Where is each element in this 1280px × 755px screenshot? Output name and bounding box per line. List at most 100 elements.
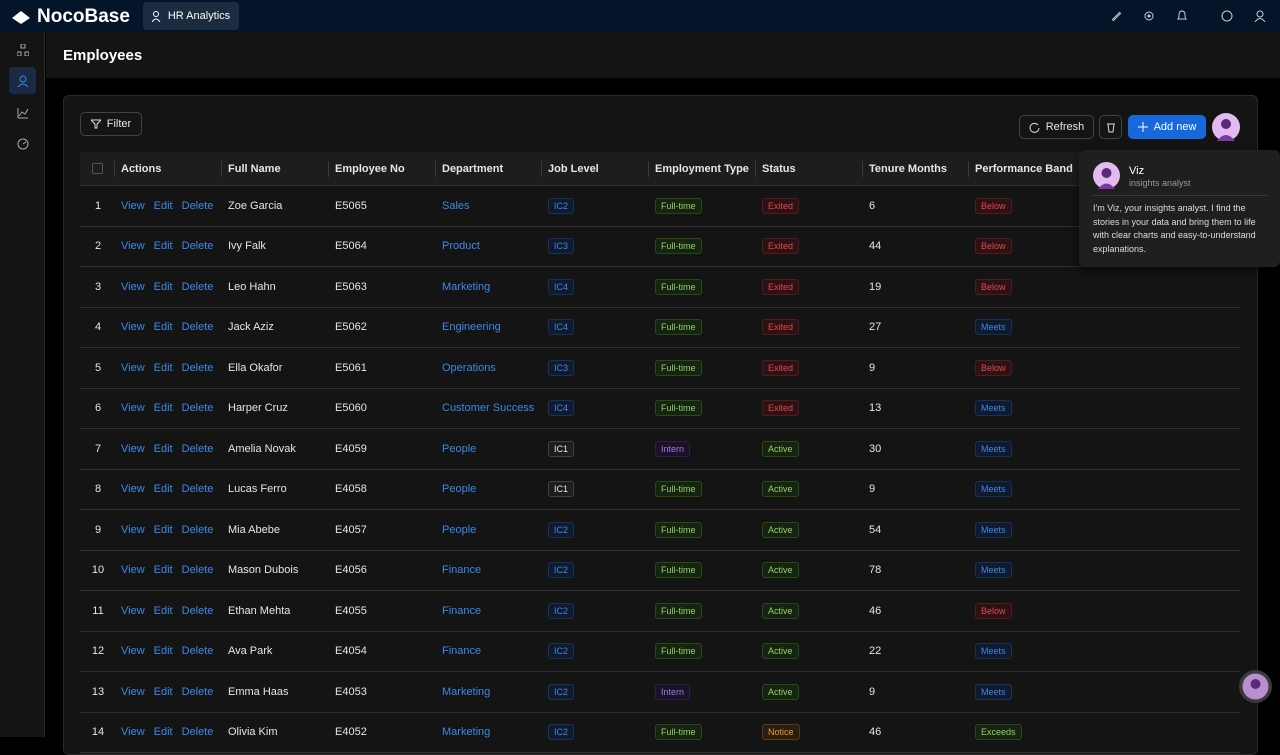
refresh-button[interactable]: Refresh [1019, 115, 1094, 139]
table-row: 14 View Edit Delete Olivia Kim E4052 Marketing… [80, 713, 1240, 753]
performance-band-tag: Meets [975, 521, 1012, 538]
employee-no: E4057 [335, 523, 367, 536]
tag-cell: Exited [762, 389, 800, 429]
department[interactable]: People [442, 442, 477, 455]
department[interactable]: People [442, 523, 477, 536]
action-link[interactable]: View [121, 483, 145, 496]
brand: NocoBase [10, 6, 130, 28]
department[interactable]: Finance [442, 564, 482, 577]
action-link[interactable]: Edit [153, 240, 173, 253]
action-link[interactable]: Edit [153, 483, 173, 496]
tag-cell: IC2 [548, 551, 575, 591]
action-link[interactable]: Delete [181, 523, 214, 536]
action-link[interactable]: View [121, 402, 145, 415]
action-link[interactable]: View [121, 361, 145, 374]
action-link[interactable]: Delete [181, 645, 214, 658]
row-actions: View Edit Delete [121, 267, 222, 307]
department[interactable]: Finance [442, 604, 482, 617]
user-icon[interactable] [1254, 10, 1266, 22]
action-link[interactable]: Delete [181, 321, 214, 334]
select-all-checkbox[interactable] [92, 152, 103, 185]
filter-button[interactable]: Filter [80, 112, 142, 136]
action-link[interactable]: Delete [181, 442, 214, 455]
tag-cell: Below [975, 227, 1012, 267]
row-actions: View Edit Delete [121, 186, 222, 226]
design-icon[interactable] [1110, 10, 1122, 22]
action-link[interactable]: View [121, 726, 145, 739]
performance-band-tag: Meets [975, 319, 1012, 336]
help-icon[interactable] [1221, 10, 1233, 22]
department[interactable]: Marketing [442, 685, 491, 698]
department[interactable]: People [442, 483, 477, 496]
tag-cell: Full-time [655, 267, 702, 307]
department[interactable]: Marketing [442, 280, 491, 293]
row-actions: View Edit Delete [121, 389, 222, 429]
action-link[interactable]: View [121, 321, 145, 334]
action-link[interactable]: Edit [153, 361, 173, 374]
action-link[interactable]: Delete [181, 199, 214, 212]
department[interactable]: Marketing [442, 726, 491, 739]
action-link[interactable]: Delete [181, 361, 214, 374]
action-link[interactable]: View [121, 280, 145, 293]
action-link[interactable]: Delete [181, 685, 214, 698]
tenure-months: 9 [869, 483, 876, 496]
performance-band-tag: Below [975, 238, 1012, 255]
action-link[interactable]: Edit [153, 726, 173, 739]
column-separator [114, 161, 115, 177]
nav-item[interactable] [9, 130, 36, 157]
action-link[interactable]: Edit [153, 523, 173, 536]
assistant-name: Viz [1129, 165, 1145, 177]
action-link[interactable]: View [121, 685, 145, 698]
job-level-tag: IC1 [548, 440, 575, 457]
nav-item[interactable] [9, 99, 36, 126]
tag-cell: Full-time [655, 186, 702, 226]
add-new-button[interactable]: Add new [1128, 115, 1206, 139]
assistant-float-button[interactable] [1239, 670, 1272, 703]
employee-no: E5065 [335, 199, 367, 212]
action-link[interactable]: View [121, 199, 145, 212]
app-tab[interactable]: HR Analytics [143, 2, 239, 30]
delete-button[interactable] [1099, 115, 1122, 139]
tag-cell: IC4 [548, 389, 575, 429]
action-link[interactable]: Edit [153, 199, 173, 212]
assistant-avatar[interactable] [1212, 113, 1240, 141]
nav-item[interactable] [9, 36, 36, 63]
department[interactable]: Customer Success [442, 402, 535, 415]
row-number: 14 [91, 726, 105, 739]
action-link[interactable]: Edit [153, 321, 173, 334]
nav-item-active[interactable] [9, 67, 36, 94]
action-link[interactable]: Edit [153, 402, 173, 415]
action-link[interactable]: Delete [181, 402, 214, 415]
department[interactable]: Engineering [442, 321, 501, 334]
department[interactable]: Sales [442, 199, 470, 212]
column-header: Tenure Months [869, 162, 948, 175]
action-link[interactable]: View [121, 645, 145, 658]
column-header: Actions [121, 162, 162, 175]
action-link[interactable]: Edit [153, 685, 173, 698]
settings-icon[interactable] [1143, 10, 1155, 22]
action-link[interactable]: Edit [153, 645, 173, 658]
row-actions: View Edit Delete [121, 348, 222, 388]
action-link[interactable]: Delete [181, 280, 214, 293]
action-link[interactable]: View [121, 604, 145, 617]
action-link[interactable]: View [121, 442, 145, 455]
action-link[interactable]: Edit [153, 280, 173, 293]
table-row: 6 View Edit Delete Harper Cruz E5060 Customer … [80, 389, 1240, 429]
department[interactable]: Product [442, 240, 480, 253]
bell-icon[interactable] [1176, 10, 1188, 22]
action-link[interactable]: Delete [181, 726, 214, 739]
action-link[interactable]: View [121, 240, 145, 253]
department[interactable]: Finance [442, 645, 482, 658]
action-link[interactable]: Delete [181, 240, 214, 253]
department[interactable]: Operations [442, 361, 496, 374]
action-link[interactable]: Delete [181, 564, 214, 577]
action-link[interactable]: Edit [153, 604, 173, 617]
action-link[interactable]: Delete [181, 483, 214, 496]
action-link[interactable]: Delete [181, 604, 214, 617]
performance-band-tag: Meets [975, 481, 1012, 498]
action-link[interactable]: Edit [153, 442, 173, 455]
action-link[interactable]: View [121, 523, 145, 536]
action-link[interactable]: View [121, 564, 145, 577]
employment-type-tag: Full-time [655, 562, 702, 579]
action-link[interactable]: Edit [153, 564, 173, 577]
